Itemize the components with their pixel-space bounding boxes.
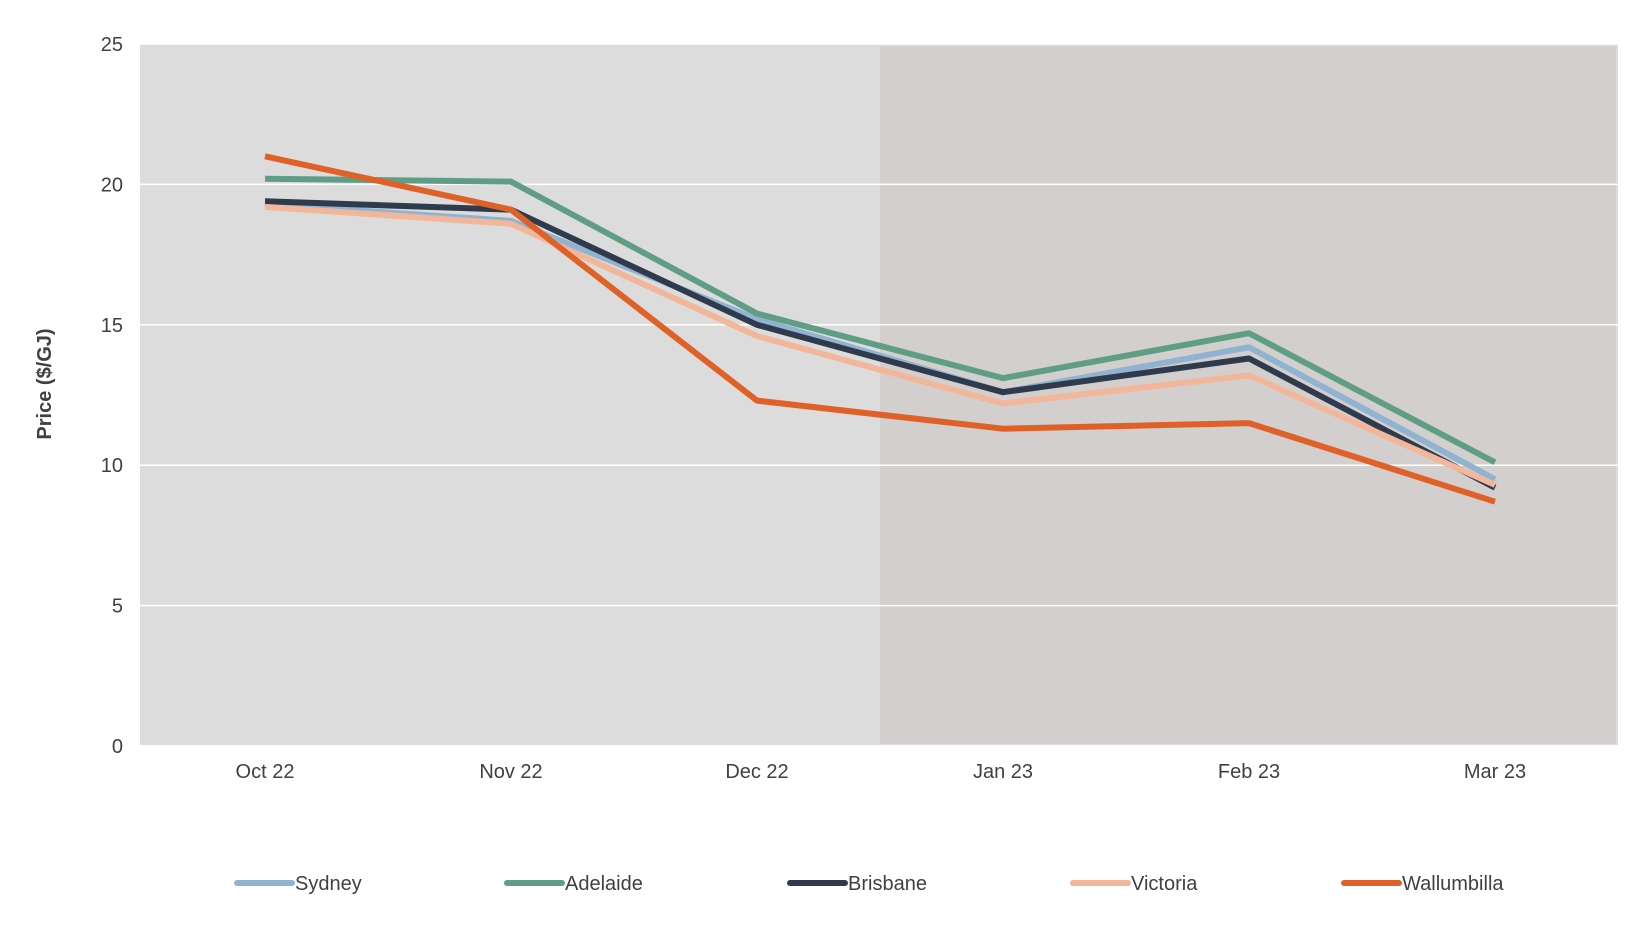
x-tick-label: Feb 23 bbox=[1218, 761, 1280, 783]
series-line-wallumbilla bbox=[264, 153, 1496, 505]
legend-label: Wallumbilla bbox=[1402, 873, 1504, 895]
legend-item-sydney: Sydney bbox=[234, 873, 362, 895]
legend-label: Brisbane bbox=[848, 873, 927, 895]
y-tick-label: 5 bbox=[112, 596, 123, 618]
y-tick-label: 15 bbox=[101, 315, 123, 337]
x-tick-label: Mar 23 bbox=[1464, 761, 1526, 783]
x-tick-label: Jan 23 bbox=[973, 761, 1033, 783]
series-line-victoria bbox=[264, 203, 1497, 488]
y-tick-label: 10 bbox=[101, 455, 123, 477]
legend-item-brisbane: Brisbane bbox=[787, 873, 927, 895]
x-tick-label: Oct 22 bbox=[236, 761, 295, 783]
legend-item-victoria: Victoria bbox=[1070, 873, 1198, 895]
x-tick-label: Nov 22 bbox=[479, 761, 542, 783]
series-line-brisbane bbox=[264, 198, 1497, 491]
legend-item-adelaide: Adelaide bbox=[504, 873, 643, 895]
x-tick-label: Dec 22 bbox=[725, 761, 788, 783]
y-tick-label: 25 bbox=[101, 34, 123, 56]
legend-label: Sydney bbox=[295, 873, 362, 895]
y-tick-label: 0 bbox=[112, 736, 123, 758]
forecast-shaded-region bbox=[880, 46, 1616, 744]
series-line-adelaide bbox=[264, 175, 1497, 466]
legend-label: Adelaide bbox=[565, 873, 643, 895]
legend-item-wallumbilla: Wallumbilla bbox=[1341, 873, 1504, 895]
y-tick-label: 20 bbox=[101, 174, 123, 196]
y-axis-title: Price ($/GJ) bbox=[34, 328, 56, 439]
legend-label: Victoria bbox=[1131, 873, 1198, 895]
